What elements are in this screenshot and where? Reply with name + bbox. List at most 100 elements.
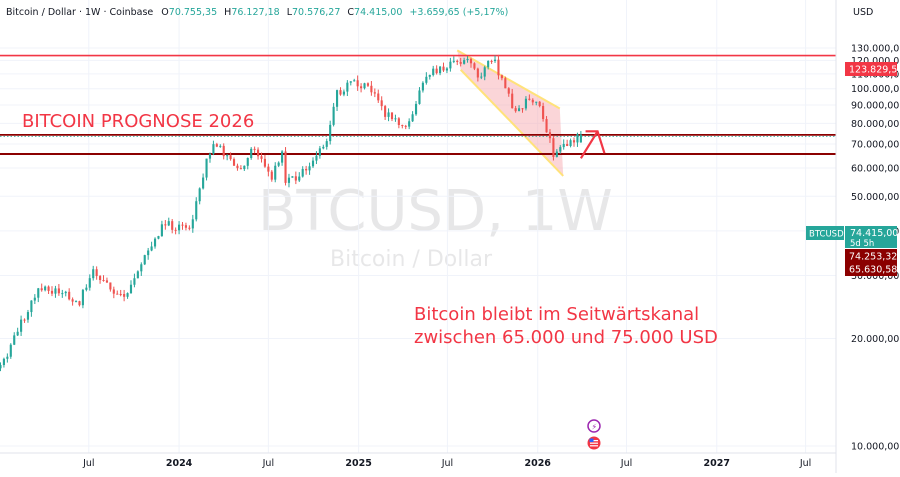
candle-body <box>0 365 2 369</box>
header-open-value: 70.755,35 <box>169 7 217 18</box>
candle-body <box>493 59 497 62</box>
x-tick-label: 2027 <box>704 458 730 469</box>
candle-body <box>562 143 565 148</box>
candle-body <box>50 290 54 294</box>
candle-body <box>449 61 452 69</box>
candle-body <box>95 269 98 277</box>
candle-body <box>256 149 260 157</box>
candle-body <box>236 165 239 169</box>
x-tick-label: 2026 <box>524 458 551 469</box>
candle-body <box>260 156 263 159</box>
candle-body <box>490 60 493 62</box>
candle-body <box>390 112 394 120</box>
candle-body <box>469 58 473 64</box>
candle-body <box>524 98 527 109</box>
candle-body <box>356 80 359 87</box>
candle-body <box>315 155 318 161</box>
candle-body <box>215 144 218 147</box>
symbol-tag-text: BTCUSD <box>809 230 844 240</box>
candle-body <box>387 112 390 117</box>
candle-body <box>150 246 153 251</box>
candle-body <box>174 229 177 231</box>
resistance-price-text: 123.829,52 <box>849 65 900 76</box>
candle-body <box>507 88 510 94</box>
annotation-note-line2: zwischen 65.000 und 75.000 USD <box>414 327 718 348</box>
candle-body <box>480 76 483 78</box>
candle-body <box>308 166 311 171</box>
x-tick-label: Jul <box>441 458 453 469</box>
candle-body <box>78 301 81 306</box>
resistance-price-label: 123.829,52 <box>845 62 900 76</box>
candle-body <box>542 106 545 120</box>
x-tick-label: Jul <box>799 458 811 469</box>
candle-body <box>404 125 407 127</box>
y-tick-label: 20.000,00 <box>851 334 899 345</box>
candle-body <box>294 176 297 181</box>
candle-body <box>281 151 284 163</box>
candle-body <box>40 288 43 291</box>
candle-body <box>23 319 26 321</box>
candle-body <box>205 158 208 178</box>
time-axis[interactable]: Jul 2024 Jul 2025 Jul 2026 Jul 2027 Jul <box>82 458 811 469</box>
candle-body <box>54 288 57 294</box>
channel-fill <box>457 50 564 176</box>
candle-body <box>360 86 363 89</box>
candle-body <box>291 176 294 178</box>
candle-body <box>548 132 552 139</box>
annotation-note-line1: Bitcoin bleibt im Seitwärtskanal <box>414 304 699 325</box>
y-tick-label: 130.000,00 <box>851 44 900 55</box>
candle-body <box>123 294 126 297</box>
candle-body <box>487 60 490 68</box>
candle-body <box>140 264 143 272</box>
candle-body <box>229 155 232 160</box>
candle-body <box>497 59 500 76</box>
candle-body <box>305 168 308 171</box>
candle-body <box>64 291 67 294</box>
candle-body <box>119 293 122 295</box>
candle-body <box>88 278 91 288</box>
candle-body <box>222 145 225 157</box>
y-tick-label: 70.000,00 <box>851 140 899 151</box>
candle-body <box>212 144 215 154</box>
annotation-title: BITCOIN PROGNOSE 2026 <box>22 111 254 132</box>
watermark-symbol: BTCUSD, 1W <box>258 179 613 244</box>
y-tick-label: 50.000,00 <box>851 192 899 203</box>
candle-body <box>311 160 315 167</box>
candle-body <box>528 98 531 100</box>
arrow-head <box>585 130 606 154</box>
candle-body <box>37 288 40 298</box>
candle-body <box>384 106 387 117</box>
candle-body <box>322 146 325 149</box>
candle-body <box>277 162 280 166</box>
candle-body <box>421 82 424 91</box>
candle-body <box>253 148 256 150</box>
candle-body <box>408 121 411 127</box>
candle-body <box>92 269 95 279</box>
header-high-label: H <box>224 7 231 18</box>
candle-body <box>466 58 469 61</box>
upper-range-price-label: 74.253,32 <box>845 249 897 263</box>
candle-body <box>102 279 105 281</box>
candle-body <box>531 99 534 103</box>
header-high-value: 76.127,18 <box>231 7 279 18</box>
upper-range-price-text: 74.253,32 <box>849 252 897 263</box>
lower-range-price-label: 65.630,58 <box>845 262 897 276</box>
lightning-event-icon[interactable]: ⚡ <box>587 419 601 433</box>
candle-body <box>126 293 129 297</box>
candle-body <box>521 108 524 110</box>
candle-body <box>428 74 431 77</box>
candle-body <box>545 119 548 133</box>
currency-label[interactable]: USD <box>853 7 873 18</box>
candle-body <box>459 61 462 64</box>
y-tick-label: 100.000,00 <box>851 84 900 95</box>
candle-body <box>284 151 287 183</box>
header-low-label: L <box>287 7 293 18</box>
svg-text:Bitcoin / Dollar · 1W · Coinba: Bitcoin / Dollar · 1W · Coinbase O70.755… <box>6 7 508 18</box>
candle-body <box>373 92 376 94</box>
symbol-header[interactable]: Bitcoin / Dollar · 1W · Coinbase O70.755… <box>6 7 508 18</box>
candle-body <box>99 276 102 280</box>
candle-body <box>318 148 321 156</box>
candle-body <box>349 81 352 83</box>
us-flag-event-icon[interactable] <box>587 436 601 450</box>
candle-body <box>572 140 576 143</box>
